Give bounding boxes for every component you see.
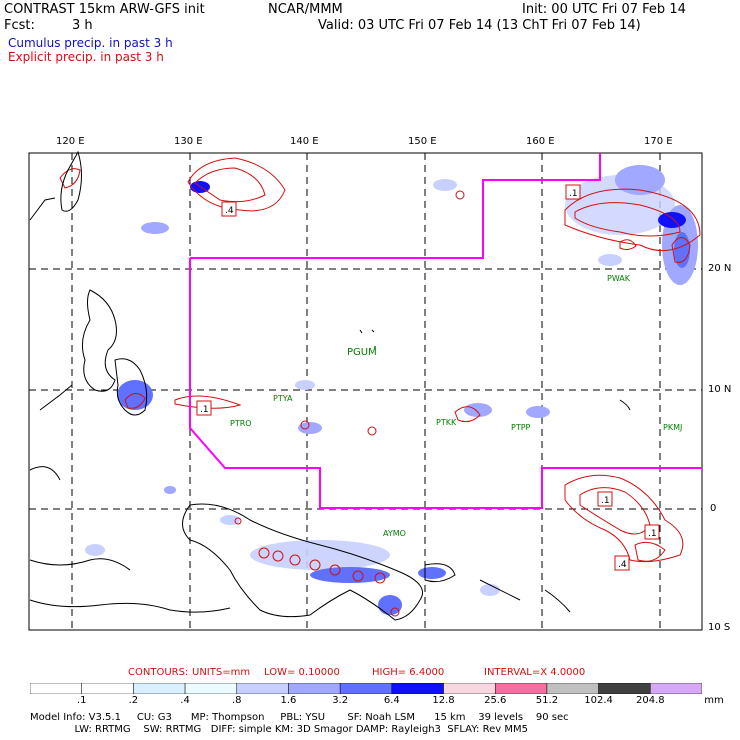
lat-label: 10 N [708, 384, 732, 395]
colorbar-swatch [236, 683, 289, 694]
contour-label: .1 [648, 529, 657, 539]
contour-info-label: CONTOURS: [128, 667, 189, 678]
contour-units: UNITS=mm [192, 667, 251, 678]
colorbar-swatch [133, 683, 186, 694]
colorbar-swatch [81, 683, 134, 694]
colorbar-labels: .1 .2 .4 .8 1.6 3.2 6.4 12.8 25.6 51.2 102.4 204.8 m… [0, 695, 740, 707]
precip-colorbar [30, 683, 702, 694]
coastlines [29, 150, 631, 621]
colorbar-tick-label: 102.4 [584, 695, 613, 706]
legend-cumulus: Cumulus precip. in past 3 h [8, 36, 173, 50]
colorbar-tick-label: .4 [180, 695, 190, 706]
lon-label: 130 E [174, 136, 203, 147]
lat-label: 10 S [708, 622, 731, 633]
colorbar-swatch [650, 683, 702, 694]
colorbar-tick-label: 51.2 [535, 695, 559, 706]
contour-high: HIGH= 6.4000 [372, 667, 445, 678]
station-ptpn: PTPP [511, 423, 531, 432]
model-info-line2: LW: RRTMG SW: RRTMG DIFF: simple KM: 3D … [30, 724, 528, 735]
colorbar-tick-label: .2 [128, 695, 139, 706]
colorbar-swatch [443, 683, 496, 694]
model-info-line1: Model Info: V3.5.1 CU: G3 MP: Thompson P… [30, 712, 569, 723]
colorbar-swatch [30, 683, 82, 694]
legend-explicit: Explicit precip. in past 3 h [8, 50, 164, 64]
colorbar-swatch [288, 683, 341, 694]
contour-label: .1 [200, 405, 209, 415]
cumulus-precip [85, 165, 698, 615]
colorbar-swatch [546, 683, 599, 694]
station-ptkk: PTKK [436, 418, 457, 427]
station-pwak: PWAK [607, 274, 631, 283]
colorbar-swatch [339, 683, 393, 694]
station-ptro: PTRO [230, 419, 252, 428]
colorbar-tick-label: 25.6 [484, 695, 507, 706]
lon-label: 160 E [526, 136, 555, 147]
lon-label: 150 E [408, 136, 437, 147]
lon-label: 170 E [644, 136, 673, 147]
contour-label: .1 [569, 189, 578, 199]
station-aymo: AYMO [383, 529, 406, 538]
valid-time: Valid: 03 UTC Fri 07 Feb 14 (13 ChT Fri … [318, 18, 641, 33]
forecast-label: Fcst: [4, 18, 35, 33]
colorbar-tick-label: 12.8 [432, 695, 455, 706]
colorbar-unit: mm [704, 695, 724, 706]
contour-interval: INTERVAL=X 4.0000 [484, 667, 586, 678]
contour-label: .4 [225, 206, 234, 216]
lon-label: 140 E [290, 136, 319, 147]
colorbar-tick-label: 1.6 [280, 695, 297, 706]
explicit-precip [59, 157, 701, 617]
map-title: CONTRAST 15km ARW-GFS init [4, 2, 205, 17]
colorbar-tick-label: 3.2 [332, 695, 349, 706]
station-pgum: PGUM [347, 347, 377, 358]
stations: PGUM PTYA PTRO PTKK PTPP PKMJ PWAK AYMO [230, 274, 682, 538]
init-time: Init: 00 UTC Fri 07 Feb 14 [522, 2, 686, 17]
colorbar-tick-label: .8 [231, 695, 242, 706]
lat-label: 20 N [708, 263, 732, 274]
colorbar-swatch [391, 683, 444, 694]
domain-boundary [189, 153, 702, 509]
forecast-hour: 3 h [72, 18, 93, 33]
station-pkmj: PKMJ [663, 423, 682, 432]
contour-label: .1 [601, 496, 610, 506]
colorbar-tick-label: .1 [76, 695, 87, 706]
contour-label: .4 [618, 560, 627, 570]
lon-label: 120 E [56, 136, 85, 147]
contour-value-labels: .4 .1 .1 .1 .1 .4 [196, 184, 660, 571]
station-ptya: PTYA [273, 394, 293, 403]
institution-label: NCAR/MMM [268, 2, 343, 17]
colorbar-tick-label: 6.4 [383, 695, 400, 706]
lat-label: 0 [710, 503, 717, 514]
colorbar-swatch [184, 683, 238, 694]
colorbar-swatch [494, 683, 548, 694]
contour-low: LOW= 0.10000 [264, 667, 340, 678]
colorbar-swatch [598, 683, 651, 694]
colorbar-tick-label: 204.8 [635, 695, 665, 706]
map-frame [28, 152, 703, 631]
